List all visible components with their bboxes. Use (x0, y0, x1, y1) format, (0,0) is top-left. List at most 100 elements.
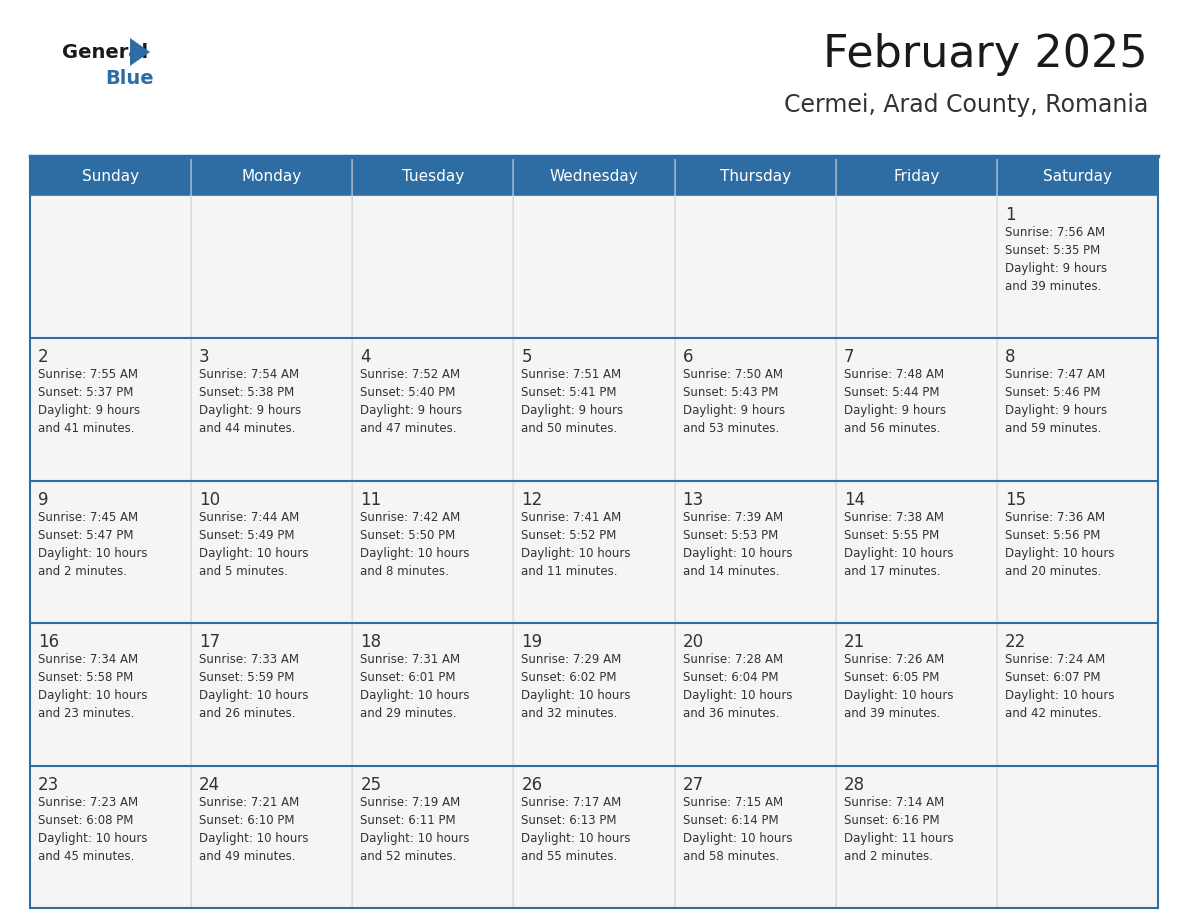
Text: Monday: Monday (241, 170, 302, 185)
Text: Daylight: 9 hours: Daylight: 9 hours (522, 405, 624, 418)
Text: 8: 8 (1005, 349, 1016, 366)
Text: Sunset: 6:04 PM: Sunset: 6:04 PM (683, 671, 778, 684)
Text: 3: 3 (200, 349, 210, 366)
Bar (675, 766, 835, 908)
Text: Sunset: 6:14 PM: Sunset: 6:14 PM (683, 813, 778, 826)
Text: Daylight: 9 hours: Daylight: 9 hours (1005, 405, 1107, 418)
Text: Sunset: 5:49 PM: Sunset: 5:49 PM (200, 529, 295, 542)
Text: Thursday: Thursday (720, 170, 791, 185)
Text: Sunrise: 7:17 AM: Sunrise: 7:17 AM (522, 796, 621, 809)
Bar (997, 158, 1158, 196)
Bar (675, 481, 835, 623)
Text: Daylight: 10 hours: Daylight: 10 hours (843, 689, 953, 702)
Bar (30, 196, 191, 339)
Text: Sunset: 5:37 PM: Sunset: 5:37 PM (38, 386, 133, 399)
Bar (30, 158, 1158, 908)
Text: Sunrise: 7:19 AM: Sunrise: 7:19 AM (360, 796, 461, 809)
Text: Sunrise: 7:28 AM: Sunrise: 7:28 AM (683, 654, 783, 666)
Text: Daylight: 10 hours: Daylight: 10 hours (683, 547, 792, 560)
Bar (835, 339, 997, 481)
Bar (513, 481, 675, 623)
Text: Sunset: 5:56 PM: Sunset: 5:56 PM (1005, 529, 1100, 542)
Text: and 47 minutes.: and 47 minutes. (360, 422, 456, 435)
Text: and 50 minutes.: and 50 minutes. (522, 422, 618, 435)
Text: 16: 16 (38, 633, 59, 651)
Text: and 53 minutes.: and 53 minutes. (683, 422, 779, 435)
Text: Sunset: 6:07 PM: Sunset: 6:07 PM (1005, 671, 1100, 684)
Text: Sunrise: 7:39 AM: Sunrise: 7:39 AM (683, 510, 783, 524)
Bar (30, 481, 191, 623)
Text: and 2 minutes.: and 2 minutes. (843, 849, 933, 863)
Bar (191, 766, 353, 908)
Text: and 32 minutes.: and 32 minutes. (522, 707, 618, 721)
Text: Sunrise: 7:29 AM: Sunrise: 7:29 AM (522, 654, 621, 666)
Text: and 23 minutes.: and 23 minutes. (38, 707, 134, 721)
Text: Sunset: 6:02 PM: Sunset: 6:02 PM (522, 671, 617, 684)
Bar (835, 766, 997, 908)
Text: Daylight: 10 hours: Daylight: 10 hours (522, 689, 631, 702)
Text: 11: 11 (360, 491, 381, 509)
Text: 25: 25 (360, 776, 381, 793)
Text: Daylight: 10 hours: Daylight: 10 hours (360, 832, 469, 845)
Text: Sunset: 6:10 PM: Sunset: 6:10 PM (200, 813, 295, 826)
Text: and 58 minutes.: and 58 minutes. (683, 849, 779, 863)
Text: 9: 9 (38, 491, 49, 509)
Text: Sunset: 5:46 PM: Sunset: 5:46 PM (1005, 386, 1100, 399)
Text: and 55 minutes.: and 55 minutes. (522, 849, 618, 863)
Text: 15: 15 (1005, 491, 1026, 509)
Text: Sunrise: 7:48 AM: Sunrise: 7:48 AM (843, 368, 943, 381)
Text: 4: 4 (360, 349, 371, 366)
Bar (30, 623, 191, 766)
Text: and 49 minutes.: and 49 minutes. (200, 849, 296, 863)
Bar (353, 766, 513, 908)
Text: February 2025: February 2025 (823, 33, 1148, 76)
Text: Sunday: Sunday (82, 170, 139, 185)
Text: Sunrise: 7:51 AM: Sunrise: 7:51 AM (522, 368, 621, 381)
Text: Sunset: 5:50 PM: Sunset: 5:50 PM (360, 529, 455, 542)
Text: 6: 6 (683, 349, 693, 366)
Bar (835, 481, 997, 623)
Text: and 56 minutes.: and 56 minutes. (843, 422, 940, 435)
Text: 14: 14 (843, 491, 865, 509)
Bar (353, 623, 513, 766)
Text: Sunset: 5:40 PM: Sunset: 5:40 PM (360, 386, 456, 399)
Bar (191, 481, 353, 623)
Text: Friday: Friday (893, 170, 940, 185)
Text: 23: 23 (38, 776, 59, 793)
Text: Daylight: 9 hours: Daylight: 9 hours (360, 405, 462, 418)
Text: Sunset: 5:55 PM: Sunset: 5:55 PM (843, 529, 939, 542)
Text: 28: 28 (843, 776, 865, 793)
Text: Sunset: 5:44 PM: Sunset: 5:44 PM (843, 386, 940, 399)
Bar (675, 339, 835, 481)
Text: Sunset: 5:52 PM: Sunset: 5:52 PM (522, 529, 617, 542)
Text: Sunset: 5:53 PM: Sunset: 5:53 PM (683, 529, 778, 542)
Text: Daylight: 9 hours: Daylight: 9 hours (200, 405, 302, 418)
Text: 12: 12 (522, 491, 543, 509)
Text: Sunset: 5:41 PM: Sunset: 5:41 PM (522, 386, 617, 399)
Bar (513, 339, 675, 481)
Bar (997, 339, 1158, 481)
Bar (513, 623, 675, 766)
Text: Tuesday: Tuesday (402, 170, 465, 185)
Text: and 36 minutes.: and 36 minutes. (683, 707, 779, 721)
Text: Sunset: 5:59 PM: Sunset: 5:59 PM (200, 671, 295, 684)
Text: Sunset: 6:01 PM: Sunset: 6:01 PM (360, 671, 456, 684)
Text: 21: 21 (843, 633, 865, 651)
Bar (353, 158, 513, 196)
Text: Sunrise: 7:50 AM: Sunrise: 7:50 AM (683, 368, 783, 381)
Text: Sunrise: 7:21 AM: Sunrise: 7:21 AM (200, 796, 299, 809)
Bar (353, 339, 513, 481)
Text: and 14 minutes.: and 14 minutes. (683, 565, 779, 577)
Text: 24: 24 (200, 776, 220, 793)
Bar (353, 481, 513, 623)
Text: Daylight: 10 hours: Daylight: 10 hours (360, 689, 469, 702)
Text: Sunset: 6:11 PM: Sunset: 6:11 PM (360, 813, 456, 826)
Text: Sunrise: 7:54 AM: Sunrise: 7:54 AM (200, 368, 299, 381)
Text: Daylight: 10 hours: Daylight: 10 hours (38, 547, 147, 560)
Bar (30, 766, 191, 908)
Bar (191, 623, 353, 766)
Text: and 11 minutes.: and 11 minutes. (522, 565, 618, 577)
Text: Sunrise: 7:47 AM: Sunrise: 7:47 AM (1005, 368, 1105, 381)
Text: Sunrise: 7:45 AM: Sunrise: 7:45 AM (38, 510, 138, 524)
Text: and 39 minutes.: and 39 minutes. (843, 707, 940, 721)
